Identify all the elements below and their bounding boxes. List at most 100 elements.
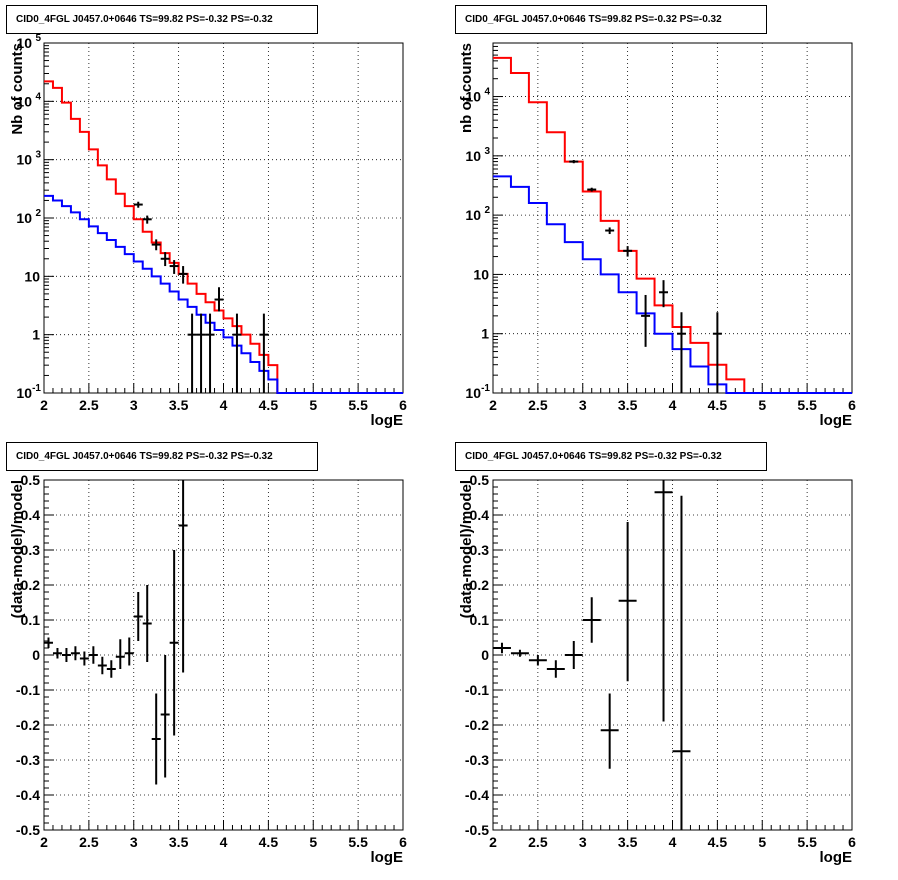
- data-point: [169, 550, 179, 736]
- data-point: [44, 637, 53, 648]
- y-tick-label: 10: [16, 35, 32, 51]
- x-axis-label: logE: [371, 849, 404, 866]
- y-tick-label: 0: [32, 647, 40, 663]
- y-axis-label: Nb of counts: [9, 43, 26, 135]
- x-tick-label: 5.5: [797, 397, 817, 413]
- y-tick-label: 1: [481, 326, 489, 342]
- y-tick-label: 0.2: [21, 577, 41, 593]
- y-tick-label: 0.4: [21, 507, 41, 523]
- data-point: [151, 239, 161, 251]
- chart-title: CID0_4FGL J0457.0+0646 TS=99.82 PS=-0.32…: [6, 5, 318, 34]
- x-tick-label: 5: [758, 397, 766, 413]
- y-tick-label: -0.1: [16, 682, 40, 698]
- data-point: [587, 187, 597, 192]
- y-tick-exponent: 2: [484, 205, 490, 216]
- x-tick-label: 6: [399, 397, 407, 413]
- y-tick-label: 1: [32, 327, 40, 343]
- y-tick-label: 10: [16, 210, 32, 226]
- x-tick-label: 6: [848, 397, 856, 413]
- y-tick-label: 10: [16, 385, 32, 401]
- y-tick-label: -0.5: [16, 822, 40, 838]
- y-tick-label: 0.2: [470, 577, 490, 593]
- data-point: [97, 656, 107, 675]
- step-line: [493, 175, 852, 394]
- x-axis-label: logE: [371, 412, 404, 429]
- data-point: [178, 480, 188, 673]
- series-1: [493, 175, 852, 394]
- step-line: [44, 194, 403, 394]
- y-axis-label: nb of counts: [458, 43, 475, 133]
- data-point: [70, 646, 80, 661]
- x-tick-label: 5: [309, 397, 317, 413]
- data-point: [88, 646, 98, 664]
- x-tick-label: 3.5: [169, 834, 189, 850]
- x-tick-label: 4.5: [259, 397, 279, 413]
- data-point: [142, 585, 152, 662]
- y-tick-label: -0.2: [465, 717, 489, 733]
- y-tick-label: -0.4: [16, 787, 40, 803]
- data-point: [142, 215, 152, 224]
- data-point: [205, 313, 215, 393]
- data-point: [106, 660, 116, 678]
- data-point: [582, 597, 601, 643]
- data-point: [659, 280, 669, 308]
- data-point: [528, 655, 547, 666]
- data-point: [79, 651, 89, 666]
- x-tick-label: 2.5: [79, 397, 99, 413]
- y-tick-label: 0.4: [470, 507, 490, 523]
- x-axis: 2 2.5 3 3.5 4 4.5 5 5.5 6: [40, 820, 407, 850]
- y-tick-label: 0.3: [21, 542, 41, 558]
- x-tick-label: 2.5: [528, 397, 548, 413]
- x-tick-label: 3: [130, 834, 138, 850]
- data-point: [672, 495, 691, 830]
- data-point: [623, 246, 633, 257]
- y-tick-exponent: 3: [35, 150, 41, 161]
- series-0: [493, 480, 691, 830]
- x-tick-label: 5: [309, 834, 317, 850]
- y-tick-label: 10: [465, 385, 481, 401]
- chart-title: CID0_4FGL J0457.0+0646 TS=99.82 PS=-0.32…: [6, 442, 318, 471]
- x-tick-label: 3.5: [169, 397, 189, 413]
- y-axis-label: (data-model)/model: [9, 480, 26, 618]
- y-tick-label: 0.5: [21, 472, 41, 488]
- data-point: [178, 266, 188, 284]
- x-tick-label: 4.5: [259, 834, 279, 850]
- series-2: [569, 160, 722, 393]
- plot-pad-residuals-right: 2 2.5 3 3.5 4 4.5 5 5.5 6 logE -0.5 -0.4 -0.3 -0.2 -0.…: [449, 437, 898, 875]
- data-point: [259, 313, 269, 393]
- data-point: [569, 160, 579, 164]
- x-tick-label: 4.5: [708, 397, 728, 413]
- grid: [43, 42, 404, 394]
- x-axis-label: logE: [820, 412, 853, 429]
- data-point: [654, 480, 673, 722]
- data-point: [151, 693, 161, 785]
- y-tick-label: -0.1: [465, 682, 489, 698]
- x-tick-label: 3.5: [618, 397, 638, 413]
- y-tick-exponent: 2: [35, 208, 41, 219]
- x-tick-label: 4: [669, 397, 677, 413]
- y-tick-label: 10: [16, 152, 32, 168]
- y-tick-label: 10: [16, 93, 32, 109]
- series-2: [133, 201, 269, 393]
- y-axis: -0.5 -0.4 -0.3 -0.2 -0.1 0 0.1 0.2 0.3 0.4 0.5: [465, 472, 503, 838]
- chart-title: CID0_4FGL J0457.0+0646 TS=99.82 PS=-0.32…: [455, 5, 767, 34]
- x-tick-label: 5.5: [348, 397, 368, 413]
- y-axis: -0.5 -0.4 -0.3 -0.2 -0.1 0 0.1 0.2 0.3 0.4 0.5: [16, 472, 54, 838]
- data-point: [124, 637, 134, 666]
- y-tick-exponent: -1: [32, 383, 41, 394]
- y-tick-label: 0.5: [470, 472, 490, 488]
- data-point: [564, 641, 583, 669]
- y-tick-label: -0.4: [465, 787, 489, 803]
- x-tick-label: 2: [489, 397, 497, 413]
- x-tick-label: 3: [579, 834, 587, 850]
- x-tick-label: 3: [579, 397, 587, 413]
- y-tick-label: 0.1: [21, 612, 41, 628]
- series-1: [44, 194, 403, 394]
- plot-pad-counts-right: 2 2.5 3 3.5 4 4.5 5 5.5 6 logE 10 -1 1 10 10 2 10 3 10 4 nb …: [449, 0, 898, 437]
- y-tick-label: 10: [465, 148, 481, 164]
- data-point: [232, 313, 242, 393]
- x-axis: 2 2.5 3 3.5 4 4.5 5 5.5 6: [489, 383, 856, 413]
